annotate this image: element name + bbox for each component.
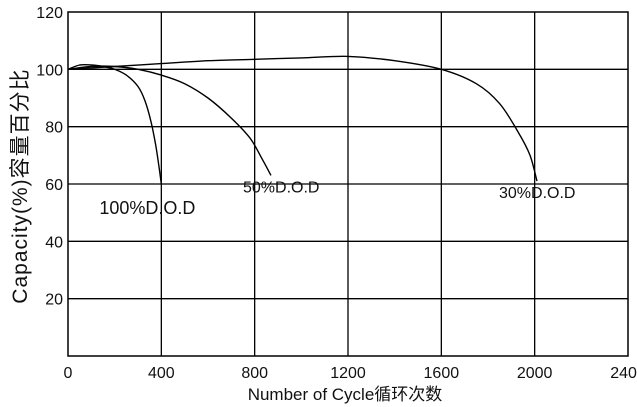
series-label-2: 30%D.O.D [499,185,575,202]
y-tick-label: 80 [45,120,63,137]
x-tick-label: 0 [64,365,73,382]
x-tick-label: 2400 [610,365,637,382]
y-tick-labels: 20 40 60 80 100 120 [36,5,63,309]
x-tick-label: 1600 [424,365,460,382]
series-line-2 [67,55,538,182]
y-tick-label: 120 [36,5,63,22]
series-label-1: 50%D.O.D [243,179,319,196]
x-tick-labels: 0 400 800 1200 1600 2000 2400 [64,365,637,382]
x-axis-title: Number of Cycle循环次数 [248,385,443,404]
x-tick-label: 2000 [517,365,553,382]
y-axis-title: Capacity(%)容量百分比 [9,68,32,303]
y-tick-label: 20 [45,292,63,309]
series-curves [67,55,538,185]
series-annotations: 100%D.O.D 50%D.O.D 30%D.O.D [99,179,575,218]
series-line-0 [67,63,162,185]
series-line-1 [67,65,272,176]
y-tick-label: 100 [36,62,63,79]
x-tick-label: 1200 [330,365,366,382]
x-tick-label: 400 [148,365,175,382]
y-tick-label: 60 [45,177,63,194]
x-tick-label: 800 [241,365,268,382]
y-tick-label: 40 [45,234,63,251]
series-label-0: 100%D.O.D [99,198,195,218]
